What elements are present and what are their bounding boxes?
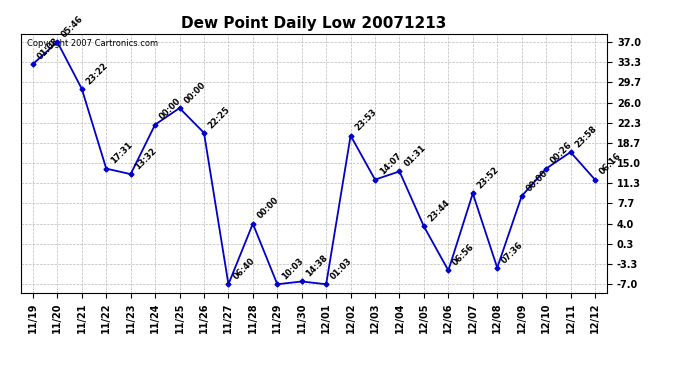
Text: 07:36: 07:36 [500,240,525,265]
Title: Dew Point Daily Low 20071213: Dew Point Daily Low 20071213 [181,16,446,31]
Text: 00:00: 00:00 [255,196,281,221]
Text: 23:22: 23:22 [85,61,110,86]
Text: 05:46: 05:46 [60,14,86,39]
Text: 00:00: 00:00 [182,80,207,105]
Text: 14:07: 14:07 [378,152,403,177]
Text: 23:44: 23:44 [426,198,452,223]
Text: 06:16: 06:16 [598,152,623,177]
Text: 14:38: 14:38 [304,254,330,279]
Text: 13:32: 13:32 [133,146,159,171]
Text: 10:03: 10:03 [280,256,305,282]
Text: 06:56: 06:56 [451,242,476,268]
Text: 01:03: 01:03 [329,256,354,282]
Text: 01:31: 01:31 [402,143,427,169]
Text: 23:53: 23:53 [353,108,379,133]
Text: 01:08: 01:08 [36,36,61,61]
Text: 00:00: 00:00 [524,168,549,194]
Text: 00:26: 00:26 [549,141,574,166]
Text: 17:31: 17:31 [109,141,134,166]
Text: 00:00: 00:00 [158,97,183,122]
Text: Copyright 2007 Cartronics.com: Copyright 2007 Cartronics.com [26,39,158,48]
Text: 23:52: 23:52 [475,165,501,190]
Text: 06:40: 06:40 [231,256,257,282]
Text: 22:25: 22:25 [207,105,232,130]
Text: 23:58: 23:58 [573,124,598,149]
